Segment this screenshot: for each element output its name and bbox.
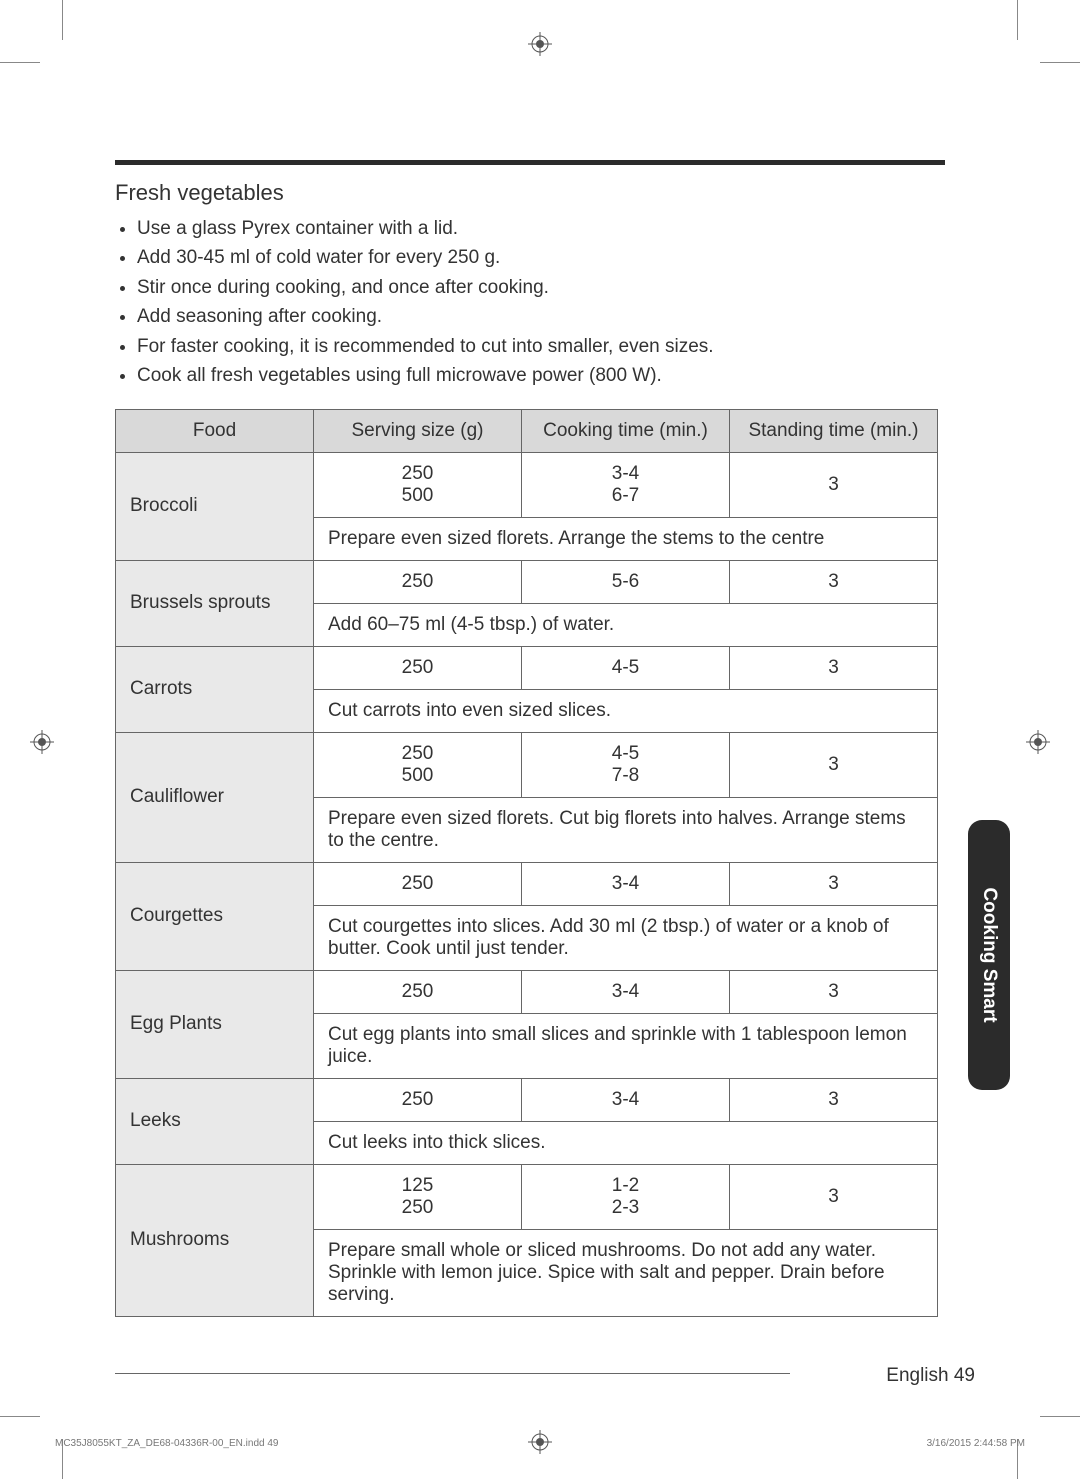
note-cell: Cut leeks into thick slices.: [314, 1121, 938, 1164]
registration-mark-icon: [30, 730, 54, 754]
standing-cell: 3: [730, 560, 938, 603]
instruction-list: Use a glass Pyrex container with a lid. …: [115, 214, 965, 391]
food-cell: Egg Plants: [116, 970, 314, 1078]
food-cell: Leeks: [116, 1078, 314, 1164]
cooking-cell: 4-5: [522, 646, 730, 689]
serving-cell: 250500: [314, 732, 522, 797]
food-cell: Mushrooms: [116, 1164, 314, 1316]
print-meta-left: MC35J8055KT_ZA_DE68-04336R-00_EN.indd 49: [55, 1438, 278, 1449]
standing-cell: 3: [730, 646, 938, 689]
standing-cell: 3: [730, 732, 938, 797]
registration-mark-icon: [1026, 730, 1050, 754]
instruction-item: Add seasoning after cooking.: [137, 302, 965, 331]
table-row: Leeks2503-43: [116, 1078, 938, 1121]
note-cell: Cut egg plants into small slices and spr…: [314, 1013, 938, 1078]
cooking-cell: 3-46-7: [522, 452, 730, 517]
note-cell: Add 60–75 ml (4-5 tbsp.) of water.: [314, 603, 938, 646]
section-tab-label: Cooking Smart: [978, 887, 1000, 1022]
standing-cell: 3: [730, 970, 938, 1013]
page-content: Fresh vegetables Use a glass Pyrex conta…: [115, 180, 965, 1317]
cooking-cell: 3-4: [522, 1078, 730, 1121]
cooking-cell: 1-22-3: [522, 1164, 730, 1229]
note-cell: Cut carrots into even sized slices.: [314, 689, 938, 732]
cooking-cell: 4-57-8: [522, 732, 730, 797]
page-number: English 49: [886, 1365, 975, 1387]
standing-cell: 3: [730, 862, 938, 905]
serving-cell: 125250: [314, 1164, 522, 1229]
crop-tick: [1040, 1416, 1080, 1417]
table-row: Courgettes2503-43: [116, 862, 938, 905]
table-header-row: Food Serving size (g) Cooking time (min.…: [116, 409, 938, 452]
food-cell: Broccoli: [116, 452, 314, 560]
header-food: Food: [116, 409, 314, 452]
standing-cell: 3: [730, 452, 938, 517]
food-cell: Cauliflower: [116, 732, 314, 862]
serving-cell: 250: [314, 862, 522, 905]
food-cell: Carrots: [116, 646, 314, 732]
header-rule: [115, 160, 945, 165]
table-row: Mushrooms1252501-22-33: [116, 1164, 938, 1229]
table-row: Cauliflower2505004-57-83: [116, 732, 938, 797]
cooking-table: Food Serving size (g) Cooking time (min.…: [115, 409, 938, 1317]
print-meta-right: 3/16/2015 2:44:58 PM: [927, 1438, 1025, 1449]
table-row: Egg Plants2503-43: [116, 970, 938, 1013]
instruction-item: For faster cooking, it is recommended to…: [137, 332, 965, 361]
cooking-cell: 5-6: [522, 560, 730, 603]
crop-tick: [0, 62, 40, 63]
section-tab: Cooking Smart: [968, 820, 1010, 1090]
serving-cell: 250: [314, 970, 522, 1013]
instruction-item: Cook all fresh vegetables using full mic…: [137, 361, 965, 390]
standing-cell: 3: [730, 1164, 938, 1229]
cooking-cell: 3-4: [522, 862, 730, 905]
serving-cell: 250: [314, 1078, 522, 1121]
cooking-cell: 3-4: [522, 970, 730, 1013]
note-cell: Prepare even sized florets. Arrange the …: [314, 517, 938, 560]
serving-cell: 250500: [314, 452, 522, 517]
crop-tick: [1017, 0, 1018, 40]
food-cell: Courgettes: [116, 862, 314, 970]
crop-tick: [1040, 62, 1080, 63]
serving-cell: 250: [314, 560, 522, 603]
crop-tick: [62, 0, 63, 40]
food-cell: Brussels sprouts: [116, 560, 314, 646]
section-heading: Fresh vegetables: [115, 180, 965, 206]
header-standing: Standing time (min.): [730, 409, 938, 452]
table-row: Carrots2504-53: [116, 646, 938, 689]
note-cell: Cut courgettes into slices. Add 30 ml (2…: [314, 905, 938, 970]
header-serving: Serving size (g): [314, 409, 522, 452]
header-cooking: Cooking time (min.): [522, 409, 730, 452]
table-row: Broccoli2505003-46-73: [116, 452, 938, 517]
instruction-item: Use a glass Pyrex container with a lid.: [137, 214, 965, 243]
note-cell: Prepare small whole or sliced mushrooms.…: [314, 1229, 938, 1316]
instruction-item: Stir once during cooking, and once after…: [137, 273, 965, 302]
note-cell: Prepare even sized florets. Cut big flor…: [314, 797, 938, 862]
crop-tick: [0, 1416, 40, 1417]
serving-cell: 250: [314, 646, 522, 689]
table-row: Brussels sprouts2505-63: [116, 560, 938, 603]
standing-cell: 3: [730, 1078, 938, 1121]
registration-mark-icon: [528, 1430, 552, 1454]
registration-mark-icon: [528, 32, 552, 56]
instruction-item: Add 30-45 ml of cold water for every 250…: [137, 243, 965, 272]
